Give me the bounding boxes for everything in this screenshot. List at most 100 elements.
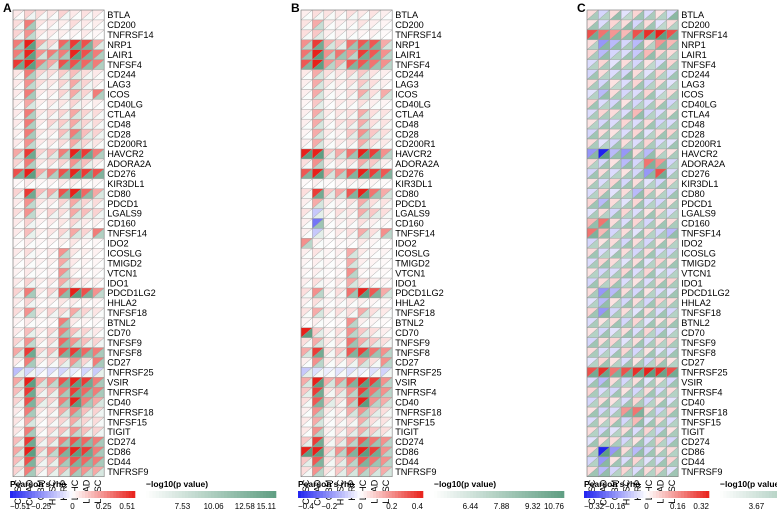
rho-legend-swatch [649, 491, 654, 498]
p-legend-tick: 15.11 [257, 502, 277, 511]
gene-label: CD200 [395, 20, 424, 30]
gene-label: TIGIT [107, 427, 131, 437]
rho-legend-tick: 0.25 [96, 502, 112, 511]
gene-label: ADORA2A [395, 159, 440, 169]
rho-legend-tick: 0.51 [119, 502, 135, 511]
rho-legend-swatch [131, 491, 136, 498]
gene-label: CD274 [395, 437, 424, 447]
gene-label: TNFSF15 [107, 417, 147, 427]
gene-label: CD274 [681, 437, 710, 447]
gene-label: KIR3DL1 [681, 179, 718, 189]
gene-label: CD70 [395, 328, 419, 338]
gene-label: TNFSF14 [107, 229, 147, 239]
gene-label: HAVCR2 [681, 149, 718, 159]
rho-legend-swatch [696, 491, 700, 498]
p-legend-swatch [759, 491, 763, 498]
rho-legend-swatch [690, 491, 694, 498]
gene-label: TNFRSF18 [107, 407, 153, 417]
p-legend-swatch [259, 491, 264, 498]
rho-legend-swatch [612, 491, 616, 498]
p-legend-swatch [149, 491, 153, 498]
p-legend-swatch [492, 491, 497, 498]
p-legend-swatch [726, 491, 731, 498]
p-legend-swatch [775, 491, 777, 498]
rho-legend-swatch [53, 491, 58, 498]
rho-legend-swatch [587, 491, 591, 498]
p-legend-swatch [230, 491, 235, 498]
gene-label: VSIR [681, 378, 703, 388]
gene-label: LGALS9 [395, 209, 430, 219]
gene-label: TNFSF9 [107, 338, 142, 348]
gene-label: CD40LG [681, 100, 717, 110]
rho-legend-tick: 0 [70, 502, 75, 511]
rho-legend-swatch [63, 491, 67, 498]
rho-legend-swatch [596, 491, 600, 498]
gene-label: CD200 [681, 20, 710, 30]
p-legend-swatch [250, 491, 254, 498]
p-legend-title: −log10(p value) [434, 479, 496, 489]
gene-label: CD200R1 [681, 139, 721, 149]
rho-legend-swatch [357, 491, 361, 498]
rho-legend-title: Pearson's rho [10, 479, 66, 489]
gene-label: PDCD1 [681, 199, 712, 209]
rho-legend-swatch [348, 491, 352, 498]
rho-legend-swatch [91, 491, 95, 498]
rho-legend-swatch [699, 491, 704, 498]
rho-legend-swatch [110, 491, 114, 498]
gene-label: CD160 [681, 219, 710, 229]
rho-legend-swatch [416, 491, 421, 498]
rho-legend-swatch [687, 491, 691, 498]
p-legend-swatch [544, 491, 549, 498]
rho-legend-swatch [621, 491, 625, 498]
gene-label: CTLA4 [395, 109, 424, 119]
gene-label: LAG3 [107, 80, 131, 90]
rho-legend-swatch [298, 491, 302, 498]
rho-legend-swatch [602, 491, 607, 498]
rho-legend-swatch [60, 491, 64, 498]
gene-label: CD80 [395, 189, 419, 199]
p-legend-tick: 7.53 [175, 502, 191, 511]
gene-label: CD27 [681, 358, 705, 368]
p-legend-swatch [440, 491, 445, 498]
gene-label: BTLA [681, 10, 705, 20]
gene-label: HHLA2 [395, 298, 425, 308]
gene-label: CD40 [107, 397, 131, 407]
p-legend-swatch [499, 491, 503, 498]
heatmap-border [12, 9, 105, 478]
gene-label: BTNL2 [107, 318, 136, 328]
gene-label: CD200R1 [395, 139, 435, 149]
rho-legend-swatch [341, 491, 346, 498]
rho-legend-swatch [637, 491, 641, 498]
rho-legend-title: Pearson's rho [298, 479, 354, 489]
cancer-label: KIRP [633, 480, 643, 501]
gene-label: VSIR [107, 378, 129, 388]
gene-label: CD274 [107, 437, 136, 447]
rho-legend-tick: 0.16 [670, 502, 686, 511]
gene-label: TMIGD2 [107, 258, 142, 268]
rho-legend-swatch [125, 491, 130, 498]
rho-legend-swatch [584, 491, 588, 498]
gene-label: CD86 [107, 447, 131, 457]
p-legend-swatch [528, 491, 532, 498]
p-legend-swatch [450, 491, 454, 498]
p-legend-swatch [172, 491, 176, 498]
gene-label: CD28 [681, 129, 705, 139]
rho-legend-tick: −0.32 [584, 502, 605, 511]
p-legend-swatch [243, 491, 248, 498]
p-legend-swatch [534, 491, 539, 498]
gene-label: TNFSF8 [107, 348, 142, 358]
p-legend-swatch [473, 491, 477, 498]
heatmap-border [586, 9, 679, 478]
rho-legend-swatch [335, 491, 339, 498]
p-legend-swatch [434, 491, 438, 498]
rho-legend-swatch [684, 491, 688, 498]
p-legend-swatch [554, 491, 558, 498]
gene-label: LAG3 [395, 80, 419, 90]
gene-label: HHLA2 [107, 298, 137, 308]
p-legend-swatch [152, 491, 157, 498]
gene-label: CD70 [107, 328, 131, 338]
p-legend-swatch [443, 491, 448, 498]
gene-label: CD70 [681, 328, 705, 338]
gene-label: CD200R1 [107, 139, 147, 149]
